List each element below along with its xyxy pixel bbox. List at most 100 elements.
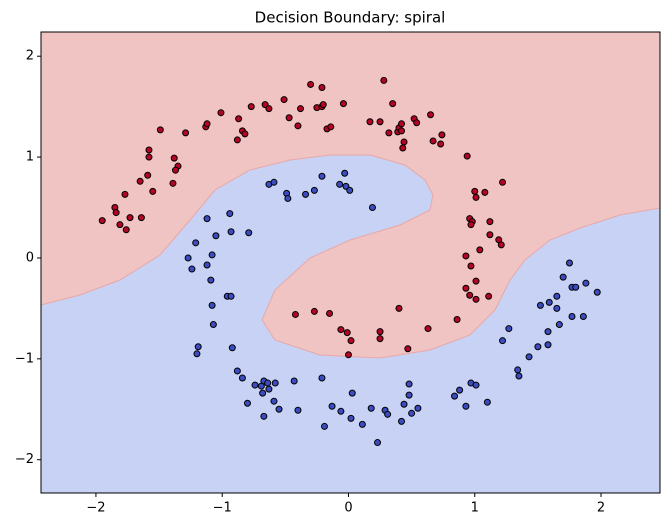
point <box>398 120 406 128</box>
point <box>238 374 246 382</box>
x-tick-label: −2 <box>86 501 105 516</box>
point <box>427 111 435 119</box>
point <box>466 291 474 299</box>
point <box>398 127 406 135</box>
point <box>483 398 491 406</box>
point <box>318 83 326 91</box>
point <box>260 412 268 420</box>
point <box>384 410 392 418</box>
point <box>188 265 196 273</box>
point <box>374 439 382 447</box>
point <box>145 146 153 154</box>
point <box>467 221 475 229</box>
point <box>270 397 278 405</box>
point <box>544 341 552 349</box>
point <box>429 137 437 145</box>
chart-title: Decision Boundary: spiral <box>255 9 446 27</box>
point <box>405 380 413 388</box>
point <box>259 389 267 397</box>
point <box>285 114 293 122</box>
point <box>405 391 413 399</box>
point <box>376 328 384 336</box>
point <box>336 180 344 188</box>
point <box>137 214 145 222</box>
point <box>408 409 416 417</box>
point <box>235 115 243 123</box>
point <box>582 279 590 287</box>
point <box>565 259 573 267</box>
point <box>544 328 552 336</box>
point <box>424 325 432 333</box>
point <box>462 402 470 410</box>
point <box>327 123 335 131</box>
point <box>553 292 561 300</box>
y-tick-label: 2 <box>26 49 34 64</box>
x-tick-label: 0 <box>344 501 352 516</box>
point <box>290 377 298 385</box>
point <box>296 105 304 113</box>
point <box>251 381 259 389</box>
point <box>380 76 388 84</box>
point <box>319 101 327 109</box>
point <box>339 100 347 108</box>
point <box>438 131 446 139</box>
point <box>348 389 356 397</box>
point <box>462 284 470 292</box>
point <box>395 304 403 312</box>
point <box>227 292 235 300</box>
point <box>413 119 421 127</box>
point <box>318 172 326 180</box>
point <box>203 261 211 269</box>
point <box>536 301 544 309</box>
point <box>318 374 326 382</box>
point <box>366 118 374 126</box>
point <box>472 277 480 285</box>
point <box>358 420 366 428</box>
point <box>121 190 129 198</box>
point <box>193 350 201 358</box>
point <box>456 386 464 394</box>
point <box>291 310 299 318</box>
plot-frame <box>40 31 661 494</box>
point <box>376 335 384 343</box>
point <box>481 188 489 196</box>
point <box>275 405 283 413</box>
point <box>376 118 384 126</box>
point <box>207 276 215 284</box>
point <box>270 178 278 186</box>
x-tick-label: 1 <box>471 501 479 516</box>
point <box>472 193 480 201</box>
point <box>171 166 179 174</box>
point <box>326 309 334 317</box>
point <box>467 262 475 270</box>
point <box>341 169 349 177</box>
point <box>227 228 235 236</box>
point <box>553 304 561 312</box>
point <box>126 214 134 222</box>
point <box>476 246 484 254</box>
point <box>337 407 345 415</box>
point <box>404 345 412 353</box>
y-tick-label: 1 <box>26 150 34 165</box>
point <box>245 229 253 237</box>
point <box>534 343 542 351</box>
point <box>486 218 494 226</box>
point <box>453 315 461 323</box>
point <box>136 177 144 185</box>
point <box>265 385 273 393</box>
point <box>572 283 580 291</box>
point <box>472 295 480 303</box>
point <box>568 312 576 320</box>
point <box>347 414 355 422</box>
point <box>437 140 445 148</box>
y-tick-label: 0 <box>26 250 34 265</box>
point <box>228 344 236 352</box>
point <box>208 251 216 259</box>
y-tick-label: −1 <box>15 351 34 366</box>
point <box>233 136 241 144</box>
point <box>497 241 505 249</box>
point <box>344 351 352 359</box>
point <box>343 329 351 337</box>
point <box>122 226 130 234</box>
